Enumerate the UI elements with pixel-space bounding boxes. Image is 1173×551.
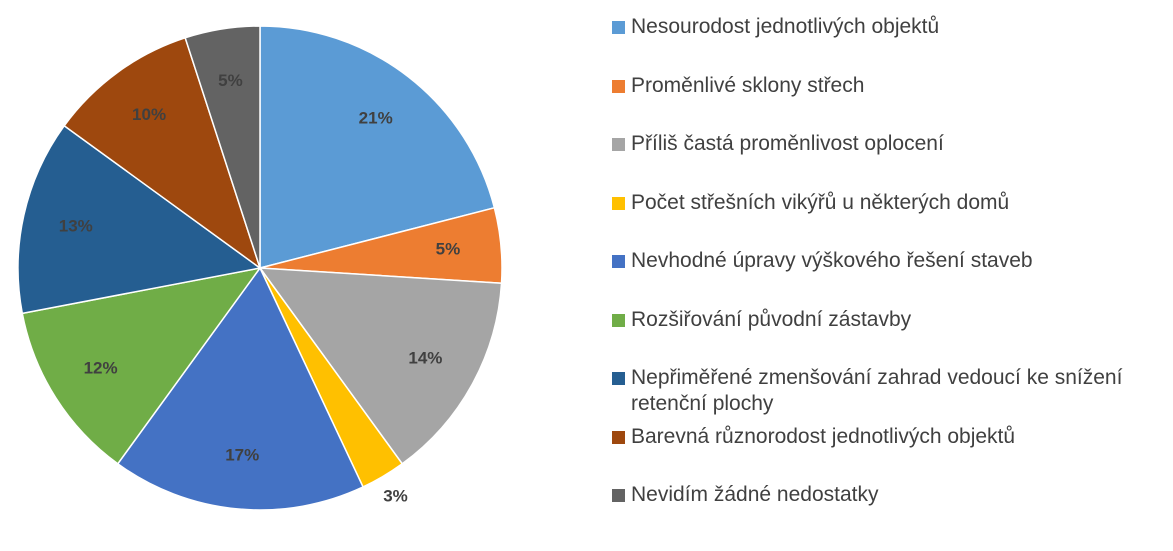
data-label: 10%: [132, 105, 166, 124]
data-label: 21%: [359, 108, 393, 127]
data-label: 17%: [225, 445, 259, 464]
legend-label: Rozšiřování původní zástavby: [631, 307, 912, 331]
pie-slice: [259, 25, 496, 269]
legend-label: Nepřiměřené zmenšování zahrad vedoucí ke…: [631, 366, 1123, 415]
legend-item: Nevidím žádné nedostatky: [612, 482, 1170, 508]
legend-swatch: [612, 196, 625, 210]
legend-swatch: [612, 255, 625, 268]
legend-item: Proměnlivé sklony střech: [612, 73, 1170, 99]
pie-slice: [17, 124, 262, 315]
legend-item: Nepřiměřené zmenšování zahrad vedoucí ke…: [612, 365, 1170, 417]
data-label: 5%: [218, 71, 243, 90]
legend-swatch: [612, 21, 625, 34]
legend-label: Příliš častá proměnlivost oplocení: [631, 132, 944, 155]
pie-slice: [258, 267, 503, 465]
pie-slice: [184, 25, 261, 269]
data-label: 13%: [59, 216, 93, 235]
pie-area: 21% 5% 14% 3% 17% 12% 13% 10% 5%: [17, 25, 503, 511]
legend-swatch: [612, 313, 625, 327]
legend-label: Proměnlivé sklony střech: [631, 73, 865, 97]
legend-label: Nevidím žádné nedostatky: [631, 483, 879, 506]
data-label: 3%: [383, 487, 408, 506]
legend-item: Nesourodost jednotlivých objektů: [612, 14, 1170, 40]
pie-slice: [63, 36, 262, 270]
pie-slice: [21, 266, 262, 465]
legend-swatch: [612, 79, 625, 93]
legend-label: Nevhodné úpravy výškového řešení staveb: [631, 249, 1033, 272]
legend-swatch: [612, 489, 625, 502]
legend-item: Nevhodné úpravy výškového řešení staveb: [612, 248, 1170, 274]
legend-item: Počet střešních vikýřů u některých domů: [612, 190, 1170, 216]
legend-item: Příliš častá proměnlivost oplocení: [612, 131, 1170, 157]
data-label: 5%: [436, 240, 461, 259]
legend-item: Rozšiřování původní zástavby: [612, 307, 1170, 333]
legend-swatch: [612, 372, 625, 385]
data-label: 14%: [408, 348, 442, 367]
legend-swatch: [612, 430, 625, 444]
legend-item: Barevná různorodost jednotlivých objektů: [612, 424, 1170, 450]
data-label: 12%: [84, 359, 118, 378]
pie-slice: [116, 266, 365, 511]
legend-label: Počet střešních vikýřů u některých domů: [631, 190, 1010, 214]
legend-label: Nesourodost jednotlivých objektů: [631, 15, 940, 38]
legend-swatch: [612, 138, 625, 151]
legend-label: Barevná různorodost jednotlivých objektů: [631, 424, 1016, 448]
